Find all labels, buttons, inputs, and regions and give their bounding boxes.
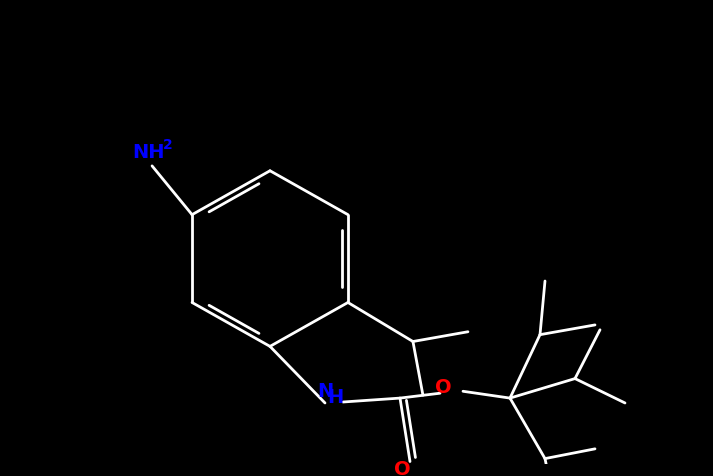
Text: H: H <box>327 388 343 407</box>
Text: 2: 2 <box>163 138 173 151</box>
Text: NH: NH <box>132 143 165 162</box>
Text: O: O <box>435 377 451 397</box>
Text: O: O <box>394 460 410 476</box>
Text: N: N <box>317 382 333 401</box>
